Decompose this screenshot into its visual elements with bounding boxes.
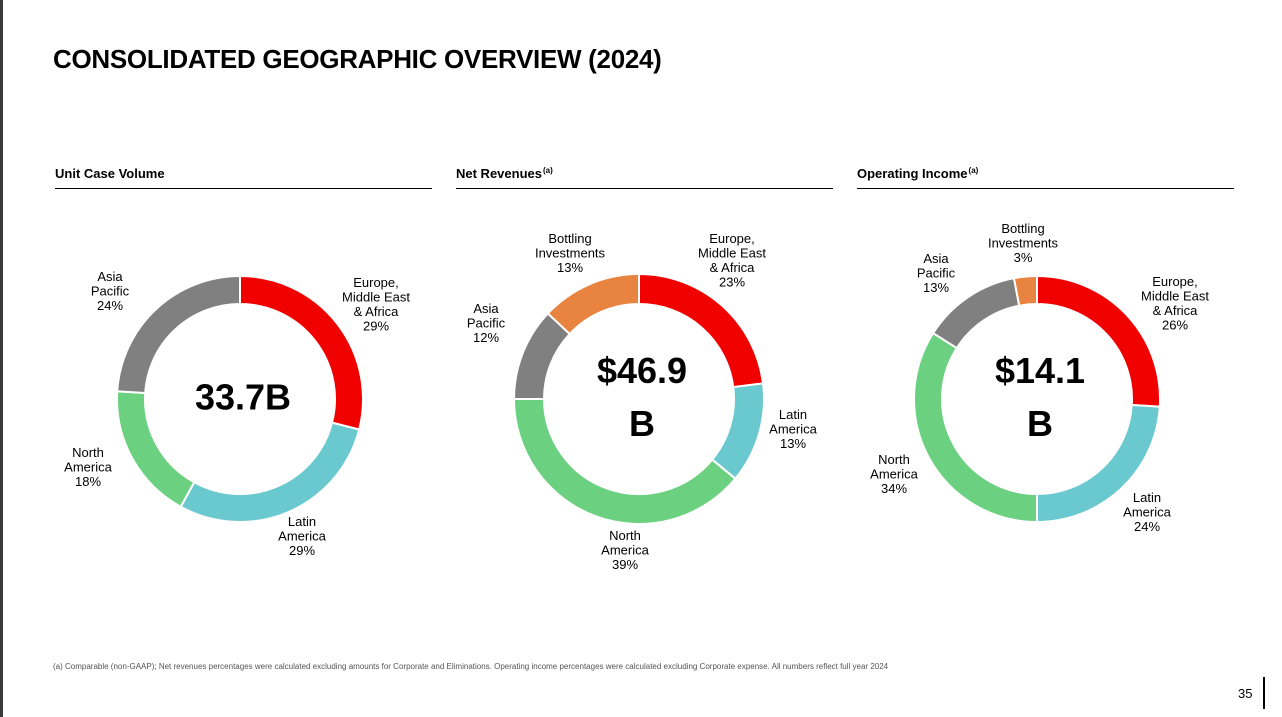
- page-number-bar: [1263, 677, 1265, 709]
- panel-heading-net-revenues: Net Revenues(a): [456, 166, 833, 189]
- slice-label-latin-america: Latin America 29%: [278, 514, 326, 558]
- slice-label-europe-middle-east-africa: Europe, Middle East & Africa 29%: [342, 275, 410, 334]
- slice-label-north-america: North America 18%: [64, 445, 112, 489]
- donut-center-value: B: [629, 403, 655, 444]
- slice-label-asia-pacific: Asia Pacific 12%: [467, 301, 506, 345]
- slice-label-latin-america: Latin America 24%: [1123, 490, 1171, 534]
- donut-slice-asia-pacific: [116, 274, 241, 395]
- slice-label-europe-middle-east-africa: Europe, Middle East & Africa 23%: [698, 231, 766, 290]
- panel-heading-unit-case-volume: Unit Case Volume: [55, 166, 432, 189]
- slice-label-asia-pacific: Asia Pacific 13%: [917, 251, 956, 295]
- footnote-mark: (a): [968, 166, 979, 175]
- page-number: 35: [1238, 686, 1253, 701]
- panel-heading-operating-income: Operating Income(a): [857, 166, 1234, 189]
- page-title: CONSOLIDATED GEOGRAPHIC OVERVIEW (2024): [53, 44, 662, 74]
- slice-label-europe-middle-east-africa: Europe, Middle East & Africa 26%: [1141, 274, 1209, 333]
- slice-label-north-america: North America 39%: [601, 528, 649, 572]
- slice-label-bottling-investments: Bottling Investments 13%: [535, 231, 606, 275]
- donut-slice-latin-america: [179, 421, 361, 523]
- footnote-mark: (a): [542, 166, 553, 175]
- panel-heading-text: Operating Income: [857, 166, 968, 181]
- slice-label-asia-pacific: Asia Pacific 24%: [91, 269, 130, 313]
- donut-slice-north-america: [116, 390, 196, 509]
- panel-heading-text: Net Revenues: [456, 166, 542, 181]
- donut-slice-bottling-investments: [1012, 274, 1038, 307]
- slice-label-latin-america: Latin America 13%: [769, 407, 817, 451]
- slice-label-north-america: North America 34%: [870, 452, 918, 496]
- footnote: (a) Comparable (non-GAAP); Net revenues …: [53, 662, 889, 671]
- donut-center-value: 33.7B: [195, 377, 291, 418]
- left-edge-rule: [0, 0, 3, 717]
- panel-heading-text: Unit Case Volume: [55, 166, 165, 181]
- donut-center-value: $14.1: [995, 350, 1085, 391]
- donut-slice-latin-america: [710, 382, 765, 481]
- donut-slice-north-america: [512, 398, 737, 525]
- slice-label-bottling-investments: Bottling Investments 3%: [988, 221, 1059, 265]
- donut-center-value: $46.9: [597, 350, 687, 391]
- donut-slice-bottling-investments: [546, 272, 640, 336]
- donut-center-value: B: [1027, 403, 1053, 444]
